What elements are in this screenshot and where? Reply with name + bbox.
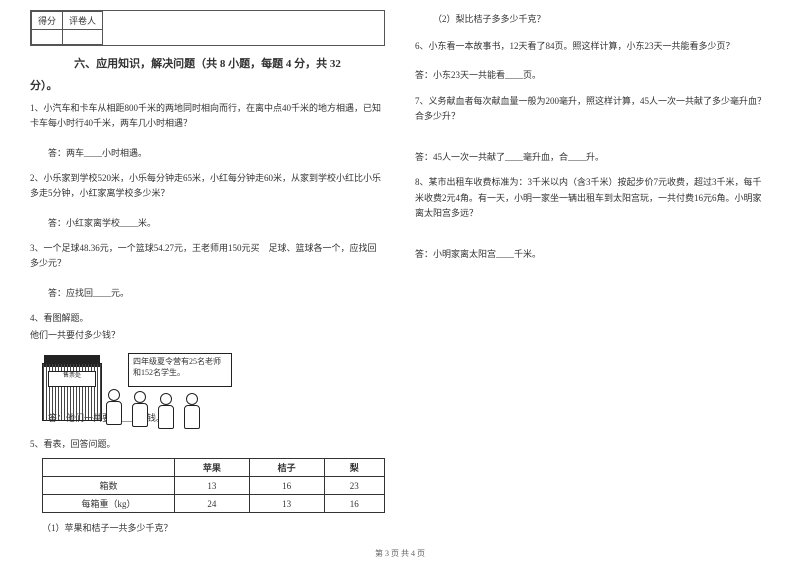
question-5: 5、看表，回答问题。 [30, 437, 385, 452]
table-head-pear: 梨 [324, 459, 384, 477]
score-cell [32, 30, 63, 45]
question-4: 4、看图解题。 [30, 311, 385, 326]
answer-6: 答：小东23天一共能看____页。 [415, 68, 770, 83]
table-row: 箱数 13 16 23 [43, 477, 385, 495]
person-icon [130, 391, 150, 435]
answer-2: 答：小红家离学校____米。 [30, 216, 385, 231]
table-cell: 16 [249, 477, 324, 495]
answer-3: 答：应找回____元。 [30, 286, 385, 301]
section-title-cont: 分）。 [30, 78, 385, 96]
question-7: 7、义务献血者每次献血量一般为200毫升，照这样计算，45人一次一共献了多少毫升… [415, 94, 770, 125]
table-head-apple: 苹果 [175, 459, 250, 477]
answer-1: 答：两车____小时相遇。 [30, 146, 385, 161]
page: 得分 评卷人 六、应用知识，解决问题（共 8 小题，每题 4 分，共 32 分）… [0, 0, 800, 540]
page-footer: 第 3 页 共 4 页 [0, 548, 800, 559]
grader-label: 评卷人 [63, 12, 103, 30]
question-4b: 他们一共要付多少钱？ [30, 328, 385, 343]
score-box: 得分 评卷人 [30, 10, 385, 46]
answer-8: 答：小明家离太阳宫____千米。 [415, 247, 770, 262]
right-column: （2）梨比桔子多多少千克？ 6、小东看一本故事书，12天看了84页。照这样计算，… [415, 10, 770, 540]
table-cell: 13 [249, 495, 324, 513]
question-2: 2、小乐家到学校520米，小乐每分钟走65米，小红每分钟走60米，从家到学校小红… [30, 171, 385, 202]
table-row: 每箱重（kg） 24 13 16 [43, 495, 385, 513]
table-cell: 23 [324, 477, 384, 495]
section-title-text: 六、应用知识，解决问题（共 8 小题，每题 4 分，共 32 [74, 58, 341, 70]
table-cell: 16 [324, 495, 384, 513]
question-8: 8、某市出租车收费标准为：3千米以内（含3千米）按起步价7元收费，超过3千米，每… [415, 175, 770, 221]
booth-sign-text: 售票处 [63, 373, 81, 379]
question-5-sub2: （2）梨比桔子多多少千克？ [415, 12, 770, 25]
table-head-orange: 桔子 [249, 459, 324, 477]
info-board: 四年级夏令营有25名老师和152名学生。 [128, 353, 232, 387]
booth-sign: 售票处 [48, 371, 96, 387]
answer-7: 答：45人一次一共献了____毫升血，合____升。 [415, 150, 770, 165]
section-title: 六、应用知识，解决问题（共 8 小题，每题 4 分，共 32 分）。 [30, 56, 385, 95]
person-icon [156, 393, 176, 437]
score-label: 得分 [32, 12, 63, 30]
table-head-blank [43, 459, 175, 477]
table-cell: 箱数 [43, 477, 175, 495]
table-cell: 24 [175, 495, 250, 513]
question-1: 1、小汽车和卡车从相距800千米的两地同时相向而行，在离中点40千米的地方相遇，… [30, 101, 385, 132]
question-3: 3、一个足球48.36元，一个篮球54.27元，王老师用150元买 足球、篮球各… [30, 241, 385, 272]
table-row: 苹果 桔子 梨 [43, 459, 385, 477]
illustration: 售票处 四年级夏令营有25名老师和152名学生。 [38, 349, 238, 397]
person-icon [182, 393, 202, 437]
question-5-sub1: （1）苹果和桔子一共多少千克？ [42, 521, 385, 534]
question-6: 6、小东看一本故事书，12天看了84页。照这样计算，小东23天一共能看多少页？ [415, 39, 770, 54]
table-cell: 13 [175, 477, 250, 495]
person-icon [104, 389, 124, 433]
table-cell: 每箱重（kg） [43, 495, 175, 513]
grader-cell [63, 30, 103, 45]
data-table: 苹果 桔子 梨 箱数 13 16 23 每箱重（kg） 24 13 16 [42, 458, 385, 513]
left-column: 得分 评卷人 六、应用知识，解决问题（共 8 小题，每题 4 分，共 32 分）… [30, 10, 385, 540]
